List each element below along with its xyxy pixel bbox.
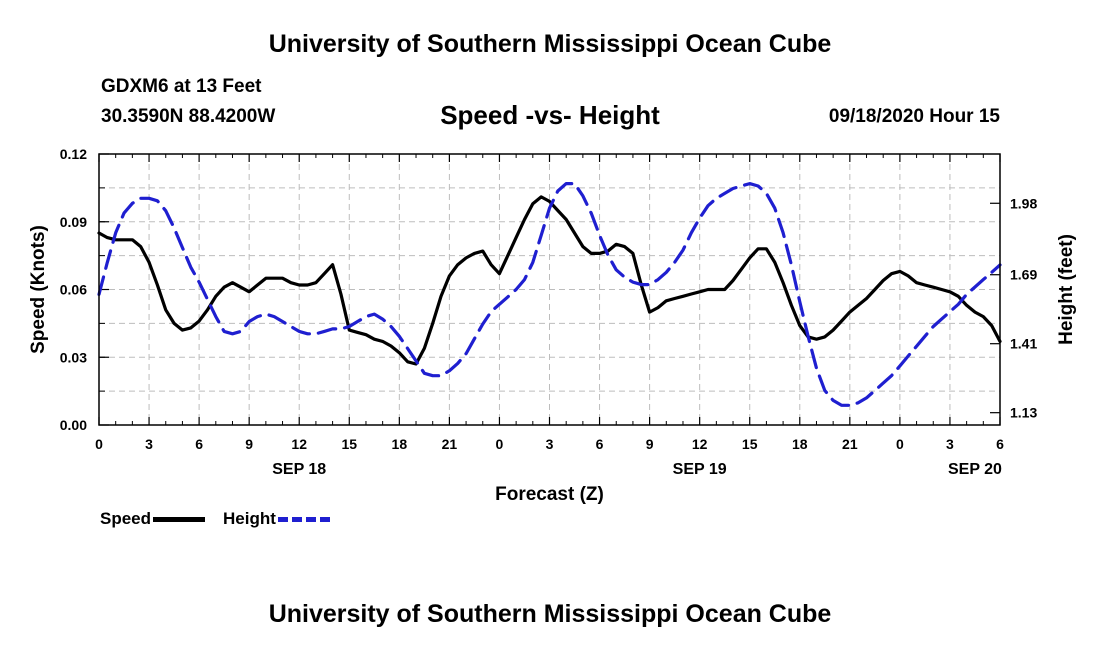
date-label: SEP 20 [948, 461, 1002, 478]
x-tick-label: 21 [842, 436, 858, 452]
footer-title: University of Southern Mississippi Ocean… [268, 600, 832, 628]
speed-series-line [97, 195, 1002, 366]
y-tick-label: 0.00 [60, 417, 87, 433]
legend: Speed Height [100, 509, 330, 529]
date-label: SEP 19 [673, 461, 727, 478]
plot-frame [98, 153, 1001, 426]
x-tick-label: 18 [792, 436, 808, 452]
chart-subtitle: Speed -vs- Height [440, 100, 660, 130]
y2-tick-label: 1.69 [1010, 267, 1037, 283]
x-tick-label: 3 [946, 436, 954, 452]
legend-height-swatch [277, 516, 330, 522]
x-tick-label: 15 [341, 436, 357, 452]
y-tick-label: 0.03 [60, 349, 87, 365]
y2-tick-label: 1.41 [1010, 336, 1037, 352]
x-tick-label: 6 [996, 436, 1004, 452]
x-tick-label: 3 [145, 436, 153, 452]
y-tick-label: 0.09 [60, 214, 87, 230]
x-tick-label: 15 [742, 436, 758, 452]
y-axis-label: Speed (Knots) [28, 225, 49, 354]
page-title: University of Southern Mississippi Ocean… [268, 30, 832, 58]
datetime-label: 09/18/2020 Hour 15 [828, 106, 1000, 127]
x-tick-label: 12 [692, 436, 708, 452]
x-tick-label: 9 [646, 436, 654, 452]
x-tick-label: 18 [392, 436, 408, 452]
x-tick-label: 6 [596, 436, 604, 452]
date-label: SEP 18 [272, 461, 326, 478]
y-tick-label: 0.06 [60, 282, 87, 298]
y-tick-label: 0.12 [60, 146, 87, 162]
y2-tick-label: 1.13 [1010, 405, 1037, 421]
y2-tick-label: 1.98 [1010, 195, 1037, 211]
x-tick-label: 3 [546, 436, 554, 452]
x-tick-label: 12 [291, 436, 307, 452]
x-axis-label: Forecast (Z) [495, 484, 604, 505]
legend-height-label: Height [223, 509, 276, 528]
coordinates-label: 30.3590N 88.4200W [101, 106, 276, 127]
y2-axis-label: Height (feet) [1056, 234, 1077, 345]
legend-speed-swatch [153, 516, 206, 522]
station-label: GDXM6 at 13 Feet [101, 76, 262, 97]
x-tick-label: 0 [496, 436, 504, 452]
x-tick-label: 21 [442, 436, 458, 452]
legend-speed-label: Speed [100, 509, 152, 528]
x-tick-label: 0 [896, 436, 904, 452]
x-tick-label: 9 [245, 436, 253, 452]
x-tick-label: 6 [195, 436, 203, 452]
height-series-line [97, 182, 1002, 407]
x-tick-label: 0 [95, 436, 103, 452]
